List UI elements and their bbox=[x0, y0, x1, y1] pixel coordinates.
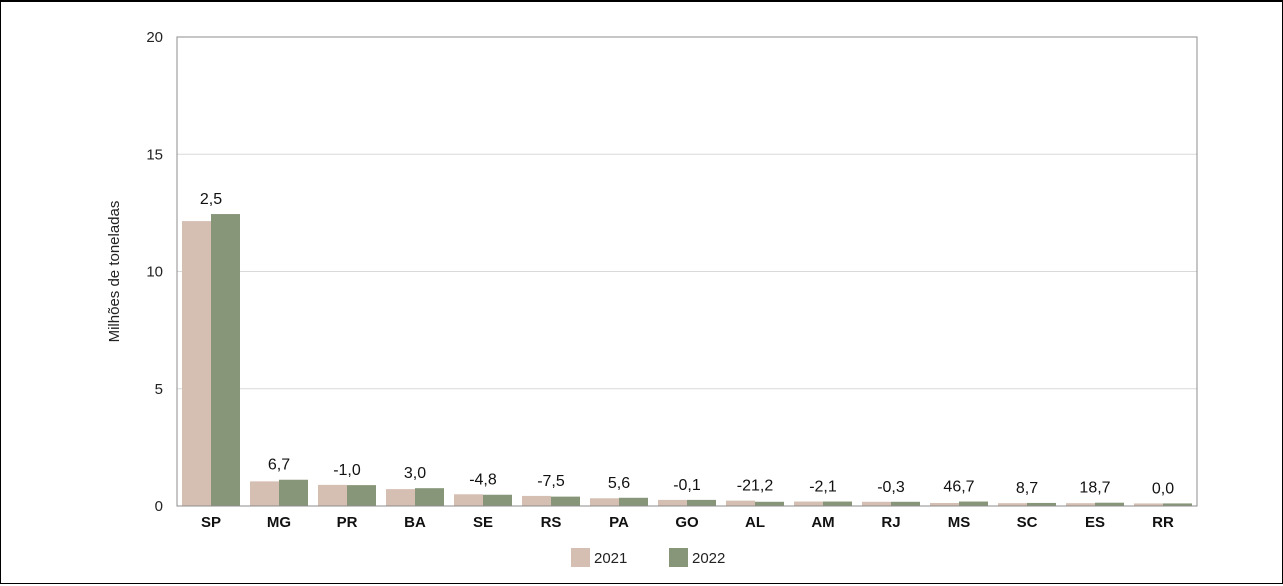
y-tick-labels: 0 5 10 15 20 bbox=[146, 29, 163, 515]
x-tick-label: SC bbox=[1017, 514, 1038, 531]
bar-2021-GO bbox=[658, 499, 687, 506]
x-tick-labels: SP MG PR BA SE RS PA GO AL AM RJ MS SC ES RR bbox=[201, 514, 1174, 531]
y-tick-label: 0 bbox=[155, 498, 163, 515]
plot-border bbox=[176, 36, 1198, 507]
legend-swatch-2022 bbox=[669, 548, 688, 567]
x-tick-label: RJ bbox=[881, 514, 900, 531]
x-tick-label: MG bbox=[267, 514, 291, 531]
data-label-SE: -4,8 bbox=[469, 471, 497, 488]
data-labels: 2,5 6,7 -1,0 3,0 -4,8 -7,5 5,6 -0,1 -21,2 -2,1 -0,… bbox=[200, 191, 1174, 497]
bars bbox=[182, 214, 1192, 507]
x-tick-label: ES bbox=[1085, 514, 1105, 531]
x-tick-label: AL bbox=[745, 514, 765, 531]
data-label-PR: -1,0 bbox=[333, 462, 361, 479]
bar-2022-AL bbox=[755, 501, 784, 506]
y-tick-label: 10 bbox=[146, 264, 163, 281]
bar-2022-MG bbox=[279, 479, 308, 506]
bar-2021-RR bbox=[1134, 503, 1163, 506]
legend-label-2022: 2022 bbox=[692, 550, 725, 567]
data-label-PA: 5,6 bbox=[608, 475, 630, 492]
bar-2021-SC bbox=[998, 503, 1027, 506]
data-label-MG: 6,7 bbox=[268, 457, 290, 474]
x-tick-label: MS bbox=[948, 514, 971, 531]
x-tick-label: GO bbox=[675, 514, 699, 531]
bar-2021-SE bbox=[454, 494, 483, 506]
bar-2022-BA bbox=[415, 488, 444, 506]
x-tick-label: AM bbox=[811, 514, 834, 531]
y-axis-title: Milhões de toneladas bbox=[106, 201, 123, 343]
bar-2021-BA bbox=[386, 489, 415, 506]
x-tick-label: PR bbox=[337, 514, 358, 531]
bar-2021-AL bbox=[726, 500, 755, 506]
bar-2022-SE bbox=[483, 494, 512, 506]
data-label-MS: 46,7 bbox=[943, 479, 974, 496]
bar-2021-MG bbox=[250, 481, 279, 506]
data-label-GO: -0,1 bbox=[673, 477, 701, 494]
bar-2021-AM bbox=[794, 501, 823, 506]
x-tick-label: RR bbox=[1152, 514, 1174, 531]
bar-2021-RS bbox=[522, 495, 551, 506]
y-tick-label: 15 bbox=[146, 146, 163, 163]
bar-2022-PR bbox=[347, 485, 376, 506]
data-label-ES: 18,7 bbox=[1079, 480, 1110, 497]
bar-2021-PR bbox=[318, 484, 347, 506]
bar-2022-GO bbox=[687, 499, 716, 506]
bar-2022-RS bbox=[551, 496, 580, 506]
legend: 2021 2022 bbox=[571, 548, 725, 567]
x-tick-label: RS bbox=[541, 514, 562, 531]
x-tick-label: SP bbox=[201, 514, 221, 531]
y-tick-label: 5 bbox=[155, 381, 163, 398]
bar-2021-ES bbox=[1066, 503, 1095, 506]
data-label-RJ: -0,3 bbox=[877, 479, 905, 496]
bar-2022-RR bbox=[1163, 503, 1192, 506]
bar-2022-PA bbox=[619, 497, 648, 506]
data-label-AL: -21,2 bbox=[737, 478, 774, 495]
bar-2022-ES bbox=[1095, 502, 1124, 506]
data-label-BA: 3,0 bbox=[404, 465, 426, 482]
bar-2022-AM bbox=[823, 501, 852, 506]
bar-2022-SP bbox=[211, 214, 240, 507]
x-tick-label: BA bbox=[404, 514, 426, 531]
data-label-SC: 8,7 bbox=[1016, 480, 1038, 497]
bar-2021-PA bbox=[590, 498, 619, 506]
grid-lines bbox=[177, 153, 1197, 390]
y-tick-label: 20 bbox=[146, 29, 163, 46]
bar-2021-MS bbox=[930, 502, 959, 506]
data-label-RS: -7,5 bbox=[537, 473, 565, 490]
legend-label-2021: 2021 bbox=[594, 550, 627, 567]
x-tick-label: PA bbox=[609, 514, 629, 531]
data-label-SP: 2,5 bbox=[200, 191, 222, 208]
bar-2022-MS bbox=[959, 501, 988, 506]
data-label-RR: 0,0 bbox=[1152, 480, 1174, 497]
bar-2022-SC bbox=[1027, 502, 1056, 506]
data-label-AM: -2,1 bbox=[809, 479, 837, 496]
bar-2022-RJ bbox=[891, 501, 920, 506]
legend-swatch-2021 bbox=[571, 548, 590, 567]
x-tick-label: SE bbox=[473, 514, 493, 531]
bar-2021-SP bbox=[182, 221, 211, 506]
bar-2021-RJ bbox=[862, 501, 891, 506]
